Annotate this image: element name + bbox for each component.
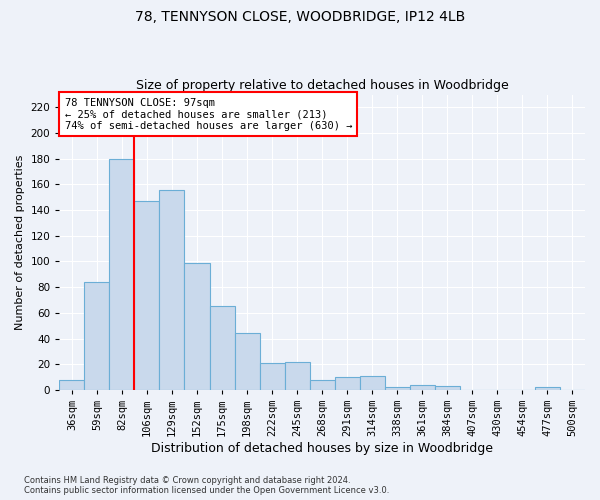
Bar (209, 306, 235, 390)
Y-axis label: Number of detached properties: Number of detached properties (15, 154, 25, 330)
Bar (310, 380, 335, 390)
Bar (85, 282, 109, 390)
Bar (260, 363, 284, 390)
Bar (184, 263, 209, 390)
Bar (535, 388, 560, 390)
Bar (385, 388, 410, 390)
Bar (284, 362, 310, 390)
Bar (109, 159, 134, 390)
Bar (410, 385, 435, 390)
Text: 78 TENNYSON CLOSE: 97sqm
← 25% of detached houses are smaller (213)
74% of semi-: 78 TENNYSON CLOSE: 97sqm ← 25% of detach… (65, 98, 352, 130)
Text: Contains HM Land Registry data © Crown copyright and database right 2024.
Contai: Contains HM Land Registry data © Crown c… (24, 476, 389, 495)
Bar (59, 380, 85, 390)
Text: 78, TENNYSON CLOSE, WOODBRIDGE, IP12 4LB: 78, TENNYSON CLOSE, WOODBRIDGE, IP12 4LB (135, 10, 465, 24)
Bar (360, 376, 385, 390)
Bar (335, 377, 360, 390)
Title: Size of property relative to detached houses in Woodbridge: Size of property relative to detached ho… (136, 79, 509, 92)
Bar (134, 201, 160, 390)
Bar (435, 386, 460, 390)
Bar (160, 190, 184, 390)
X-axis label: Distribution of detached houses by size in Woodbridge: Distribution of detached houses by size … (151, 442, 493, 455)
Bar (235, 334, 260, 390)
